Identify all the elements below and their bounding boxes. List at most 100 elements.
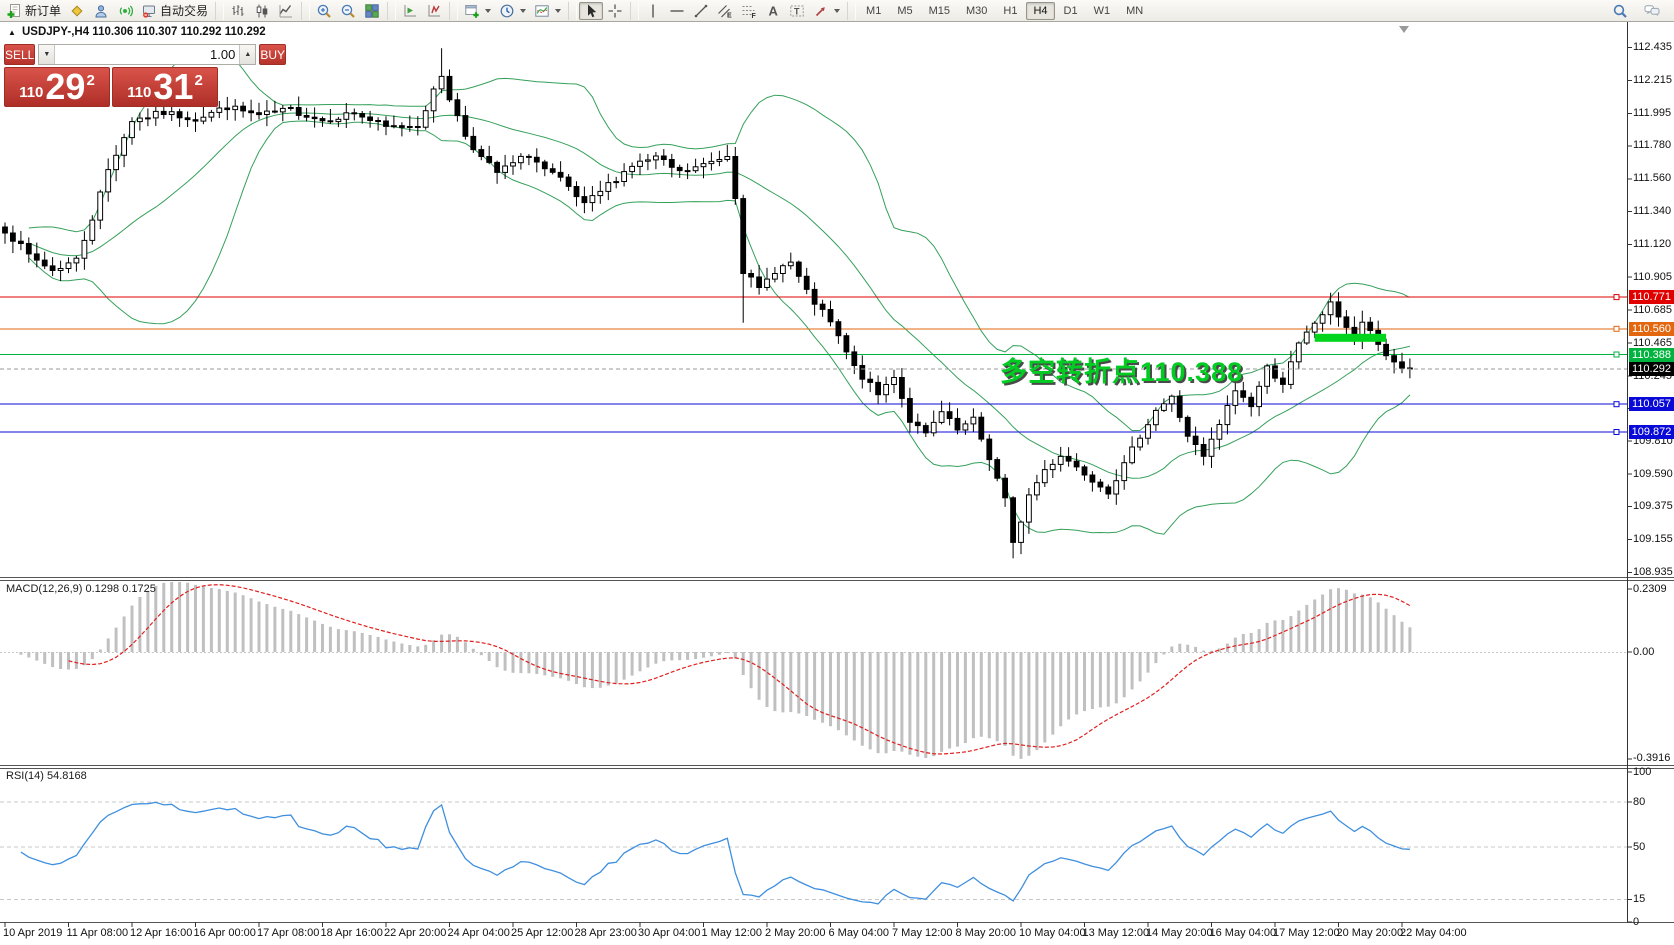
volume-stepper: ▼ ▲ xyxy=(38,44,257,65)
date-tick-label: 8 May 20:00 xyxy=(955,927,1017,939)
timeframe-M1[interactable]: M1 xyxy=(866,4,882,17)
chart-candles-button[interactable] xyxy=(250,2,274,20)
new-chart-button[interactable] xyxy=(460,2,495,20)
text-button[interactable]: A xyxy=(761,2,785,20)
text-label-button[interactable]: T xyxy=(785,2,809,20)
arrange-windows-icon xyxy=(426,3,442,19)
price-tick-label: 108.935 xyxy=(1633,566,1673,578)
price-tick-label: 110.465 xyxy=(1633,336,1672,349)
date-tick-label: 10 May 04:00 xyxy=(1019,927,1086,939)
toolbar-separator xyxy=(449,1,459,20)
user-button[interactable] xyxy=(89,2,113,20)
arrange-windows-button[interactable] xyxy=(422,2,446,20)
main-toolbar: 新订单 自动交易 E F A T M1 M5 M15 M30 H1 H4 D1 W1 MN xyxy=(0,0,1674,22)
rsi-pane-label: RSI(14) 54.8168 xyxy=(6,770,87,782)
sell-button[interactable]: SELL xyxy=(4,44,36,65)
crosshair-button[interactable] xyxy=(603,2,627,20)
arrows-icon xyxy=(813,3,829,19)
date-tick-label: 18 Apr 16:00 xyxy=(320,927,383,939)
macd-tick-label: 0.2309 xyxy=(1633,582,1667,595)
date-tick-label: 11 Apr 08:00 xyxy=(66,927,129,939)
template-icon xyxy=(534,3,550,19)
date-tick-label: 2 May 20:00 xyxy=(765,927,826,939)
dropdown-arrow-icon xyxy=(485,8,492,13)
vline-button[interactable] xyxy=(641,2,665,20)
chart-candles-icon xyxy=(254,3,270,19)
level-price-tag[interactable]: 109.872 xyxy=(1629,425,1674,439)
signal-button[interactable] xyxy=(113,2,137,20)
chat-button[interactable] xyxy=(1640,2,1664,20)
date-tick-label: 16 Apr 00:00 xyxy=(193,927,256,939)
rsi-tick-label: 80 xyxy=(1633,795,1646,808)
arrange-charts-button[interactable] xyxy=(398,2,422,20)
timeframe-D1[interactable]: D1 xyxy=(1063,4,1078,17)
fibonacci-button[interactable]: F xyxy=(737,2,761,20)
timeframe-M5[interactable]: M5 xyxy=(897,4,913,17)
level-price-tag[interactable]: 110.388 xyxy=(1629,347,1674,362)
date-tick-label: 22 May 04:00 xyxy=(1400,927,1467,939)
autotrade-icon xyxy=(141,3,157,19)
chart-bars-icon xyxy=(230,3,246,19)
timeframe-M15[interactable]: M15 xyxy=(928,4,950,17)
search-button[interactable] xyxy=(1608,2,1632,20)
chart-line-icon xyxy=(278,3,294,19)
new-order-button[interactable]: 新订单 xyxy=(2,2,65,20)
rsi-value: 54.8168 xyxy=(46,770,87,782)
zoom-out-button[interactable] xyxy=(336,2,360,20)
tile-windows-icon xyxy=(364,3,380,19)
date-tick-label: 6 May 04:00 xyxy=(828,927,890,939)
timeframe-M30[interactable]: M30 xyxy=(966,4,988,17)
price-tick-label: 110.685 xyxy=(1633,303,1672,316)
period-icon xyxy=(499,3,515,19)
dropdown-arrow-icon xyxy=(520,8,527,13)
current-price-tag: 110.292 xyxy=(1629,362,1674,376)
chart-shift-marker-icon[interactable] xyxy=(1399,26,1409,33)
sell-price-button[interactable]: 110 29 2 xyxy=(4,67,110,107)
date-tick-label: 22 Apr 20:00 xyxy=(384,927,447,939)
fibonacci-icon: F xyxy=(741,3,757,19)
price-tick-label: 111.780 xyxy=(1633,139,1672,152)
volume-input[interactable] xyxy=(55,45,240,64)
new-chart-icon xyxy=(464,3,480,19)
date-tick-label: 1 May 12:00 xyxy=(701,927,763,939)
date-tick-label: 17 Apr 08:00 xyxy=(257,927,320,939)
buy-price-button[interactable]: 110 31 2 xyxy=(112,67,218,107)
arrows-button[interactable] xyxy=(809,2,844,20)
autotrade-button[interactable]: 自动交易 xyxy=(137,2,212,20)
date-tick-label: 16 May 04:00 xyxy=(1209,927,1277,939)
level-price-tag[interactable]: 110.057 xyxy=(1629,397,1674,412)
svg-text:T: T xyxy=(794,6,800,16)
zoom-in-icon xyxy=(316,3,332,19)
period-button[interactable] xyxy=(495,2,530,20)
timeframe-W1[interactable]: W1 xyxy=(1093,4,1111,17)
one-click-panel-toggle-icon[interactable]: ▲ xyxy=(8,28,16,37)
date-tick-label: 17 May 12:00 xyxy=(1273,927,1340,939)
chart-line-button[interactable] xyxy=(274,2,298,20)
buy-button[interactable]: BUY xyxy=(259,44,287,65)
hline-button[interactable] xyxy=(665,2,689,20)
date-tick-label: 24 Apr 04:00 xyxy=(447,927,510,939)
timeframe-H1[interactable]: H1 xyxy=(1003,4,1018,17)
text-icon: A xyxy=(765,3,781,19)
timeframe-H4[interactable]: H4 xyxy=(1026,1,1055,20)
chart-bars-button[interactable] xyxy=(226,2,250,20)
template-button[interactable] xyxy=(530,2,565,20)
date-tick-label: 28 Apr 23:00 xyxy=(574,927,637,939)
volume-down-icon[interactable]: ▼ xyxy=(39,45,56,64)
chart-text-annotation[interactable]: 多空转折点110.388 xyxy=(1000,357,1244,387)
macd-signal-value: 0.1725 xyxy=(122,583,156,595)
level-price-tag[interactable]: 110.771 xyxy=(1629,290,1674,305)
timeframe-MN[interactable]: MN xyxy=(1126,4,1144,17)
volume-up-icon[interactable]: ▲ xyxy=(239,45,256,64)
signal-icon xyxy=(117,3,134,19)
level-price-tag[interactable]: 110.560 xyxy=(1629,321,1674,336)
zoom-in-button[interactable] xyxy=(312,2,336,20)
dropdown-arrow-icon xyxy=(555,8,562,13)
channel-button[interactable]: E xyxy=(713,2,737,20)
price-tick-label: 112.435 xyxy=(1633,41,1672,53)
tile-windows-button[interactable] xyxy=(360,2,384,20)
trendline-button[interactable] xyxy=(689,2,713,20)
profile-button[interactable] xyxy=(65,2,89,20)
cursor-button[interactable] xyxy=(579,1,604,20)
